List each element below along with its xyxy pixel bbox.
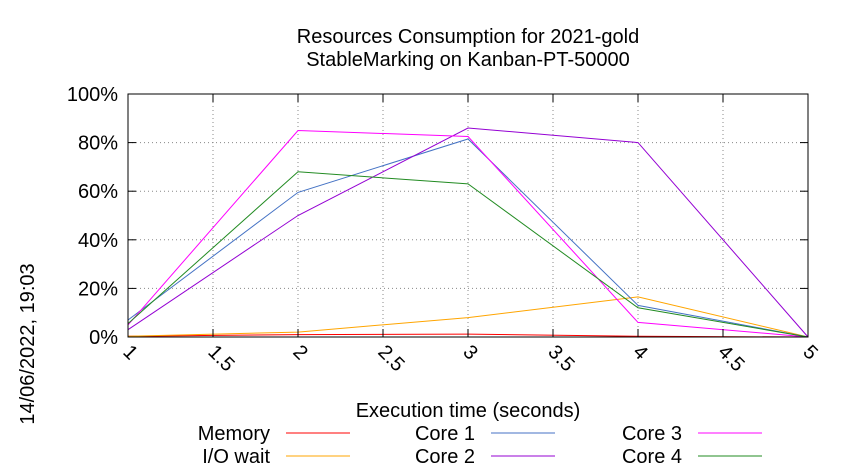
y-tick-label: 100% (67, 84, 118, 106)
legend-label-memory: Memory (198, 423, 270, 445)
x-tick-label: 3.5 (543, 341, 578, 376)
y-tick-label: 40% (78, 230, 118, 252)
legend-label-i-o-wait: I/O wait (202, 446, 270, 468)
y-tick-label: 20% (78, 278, 118, 300)
y-axis-ticks: 0% 20% 40% 60% 80% 100% (67, 84, 808, 349)
x-axis-label: Execution time (seconds) (356, 400, 581, 422)
y-tick-label: 60% (78, 181, 118, 203)
series-line-core-3 (127, 129, 809, 338)
chart-subtitle: StableMarking on Kanban-PT-50000 (306, 49, 630, 71)
legend-label-core-4: Core 4 (622, 446, 682, 468)
x-tick-label: 1 (118, 341, 141, 364)
y-tick-label: 0% (89, 327, 118, 349)
legend-label-core-3: Core 3 (622, 423, 682, 445)
timestamp-label: 14/06/2022, 19:03 (17, 263, 39, 424)
legend-label-core-1: Core 1 (415, 423, 475, 445)
x-tick-label: 5 (798, 341, 821, 364)
x-tick-label: 1.5 (203, 341, 238, 376)
series-line-core-2 (127, 127, 809, 338)
chart-title: Resources Consumption for 2021-gold (297, 26, 639, 48)
x-tick-label: 2 (288, 341, 311, 364)
x-tick-label: 4 (628, 341, 651, 364)
grid (128, 94, 808, 337)
x-tick-label: 3 (458, 341, 481, 364)
series-line-i-o-wait (127, 296, 809, 338)
x-tick-label: 2.5 (373, 341, 408, 376)
legend-label-core-2: Core 2 (415, 446, 475, 468)
series-line-core-4 (127, 171, 809, 338)
x-tick-label: 4.5 (713, 341, 748, 376)
y-tick-label: 80% (78, 133, 118, 155)
series-lines (127, 127, 809, 338)
series-line-core-1 (127, 138, 809, 338)
